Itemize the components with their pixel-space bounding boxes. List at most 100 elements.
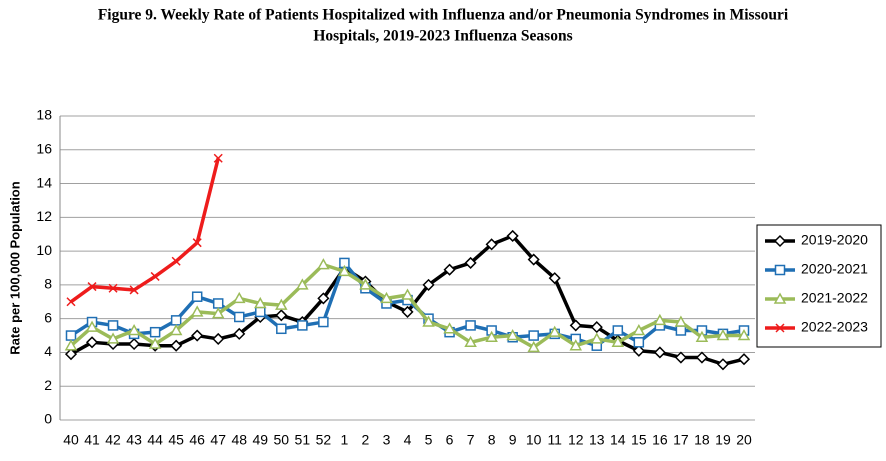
x-tick-label: 14 (610, 432, 626, 448)
x-tick-label: 12 (568, 432, 584, 448)
y-tick-label: 6 (44, 309, 52, 325)
marker (485, 238, 498, 251)
marker (422, 278, 435, 291)
marker (464, 256, 477, 269)
x-tick-label: 45 (168, 432, 184, 448)
marker (653, 346, 666, 359)
x-tick-label: 5 (425, 432, 433, 448)
marker (129, 285, 139, 295)
marker (64, 348, 78, 361)
x-tick-label: 16 (652, 432, 668, 448)
marker (190, 305, 204, 317)
marker (716, 358, 730, 371)
marker (485, 330, 498, 342)
marker (66, 297, 76, 307)
marker (169, 323, 183, 336)
marker (465, 320, 476, 331)
marker (675, 325, 687, 336)
marker (633, 337, 645, 348)
marker (590, 321, 603, 334)
marker (275, 298, 288, 310)
marker (128, 337, 141, 351)
marker (528, 330, 539, 341)
marker (296, 278, 309, 290)
x-tick-label: 46 (189, 432, 205, 448)
x-tick-label: 44 (147, 432, 163, 448)
y-tick-label: 16 (36, 140, 52, 156)
marker (150, 271, 160, 281)
marker (106, 332, 120, 344)
marker (276, 323, 287, 335)
marker (212, 332, 225, 345)
y-tick-label: 0 (44, 411, 52, 427)
marker (695, 351, 708, 364)
marker (674, 315, 688, 327)
marker (255, 306, 266, 318)
marker (338, 264, 351, 277)
marker (569, 319, 582, 332)
x-tick-label: 20 (736, 432, 752, 448)
legend-label: 2020-2021 (801, 261, 868, 277)
marker (317, 292, 330, 305)
marker (297, 320, 308, 331)
x-tick-label: 18 (694, 432, 710, 448)
x-tick-label: 13 (589, 432, 605, 448)
legend-label: 2022-2023 (801, 319, 868, 335)
marker (213, 153, 223, 163)
marker (443, 322, 456, 334)
marker (85, 336, 99, 349)
marker (527, 253, 540, 266)
marker (401, 288, 414, 300)
x-tick-label: 11 (547, 432, 562, 448)
marker (380, 291, 393, 304)
y-tick-label: 18 (36, 107, 52, 123)
x-tick-label: 42 (105, 432, 121, 448)
x-tick-label: 9 (509, 432, 517, 448)
y-tick-label: 4 (44, 343, 52, 359)
x-tick-label: 40 (63, 432, 79, 448)
marker (737, 353, 751, 366)
x-tick-label: 6 (446, 432, 454, 448)
marker (148, 337, 162, 349)
x-tick-label: 17 (673, 432, 689, 448)
marker (653, 313, 667, 326)
marker (527, 340, 540, 353)
marker (232, 291, 246, 304)
marker (107, 320, 119, 331)
marker (674, 351, 687, 364)
marker (211, 307, 225, 319)
marker (275, 309, 288, 322)
marker (127, 323, 141, 336)
marker (317, 258, 330, 270)
x-tick-label: 41 (84, 432, 100, 448)
marker (569, 339, 583, 351)
marker (318, 316, 329, 328)
marker (716, 329, 730, 341)
x-tick-label: 15 (631, 432, 647, 448)
marker (149, 326, 161, 338)
series-line (69, 157, 220, 304)
y-tick-label: 2 (44, 377, 52, 393)
x-tick-label: 43 (126, 432, 142, 448)
marker (87, 282, 97, 292)
x-tick-label: 2 (362, 432, 370, 448)
x-tick-label: 52 (316, 432, 332, 448)
x-tick-label: 50 (274, 432, 290, 448)
x-tick-label: 4 (404, 432, 412, 448)
marker (233, 327, 246, 340)
marker (464, 335, 477, 348)
marker (632, 344, 645, 357)
y-axis-label: Rate per 100,000 Population (7, 181, 22, 354)
marker (108, 283, 118, 293)
y-tick-label: 10 (36, 242, 52, 258)
marker (612, 325, 624, 336)
marker (443, 263, 456, 276)
x-tick-label: 47 (210, 432, 226, 448)
x-tick-label: 7 (467, 432, 475, 448)
x-tick-label: 19 (715, 432, 731, 448)
chart-title: Figure 9. Weekly Rate of Patients Hospit… (98, 7, 789, 24)
marker (695, 330, 709, 342)
marker (212, 298, 224, 309)
marker (254, 296, 267, 309)
legend-label: 2021-2022 (801, 290, 868, 306)
